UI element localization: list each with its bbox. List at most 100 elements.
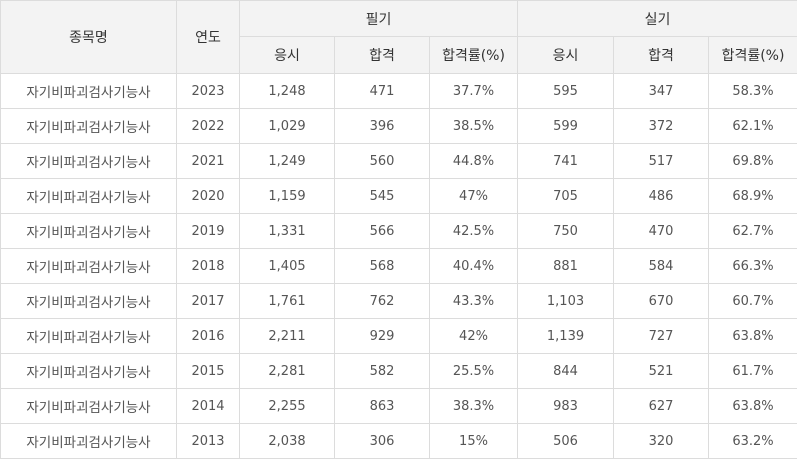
table-row: 자기비파괴검사기능사 2019 1,331 566 42.5% 750 470 62.7% — [0, 213, 797, 249]
header-written-rate: 합격률(%) — [429, 36, 518, 74]
cell-written-passed: 560 — [334, 143, 430, 179]
cell-written-rate: 43.3% — [429, 283, 518, 319]
table-row: 자기비파괴검사기능사 2016 2,211 929 42% 1,139 727 63.8% — [0, 318, 797, 354]
cell-practical-rate: 63.2% — [708, 423, 797, 459]
cell-name: 자기비파괴검사기능사 — [0, 213, 177, 249]
cell-practical-rate: 58.3% — [708, 73, 797, 109]
cell-practical-applicants: 599 — [517, 108, 614, 144]
cell-practical-passed: 517 — [613, 143, 709, 179]
cell-written-passed: 471 — [334, 73, 430, 109]
cell-written-rate: 42.5% — [429, 213, 518, 249]
cell-name: 자기비파괴검사기능사 — [0, 353, 177, 389]
cell-written-passed: 306 — [334, 423, 430, 459]
header-row-sub: 응시 합격 합격률(%) 응시 합격 합격률(%) — [1, 36, 797, 74]
table-row: 자기비파괴검사기능사 2014 2,255 863 38.3% 983 627 63.8% — [0, 388, 797, 424]
cell-written-rate: 42% — [429, 318, 518, 354]
cell-practical-applicants: 506 — [517, 423, 614, 459]
cell-practical-applicants: 881 — [517, 248, 614, 284]
cell-practical-rate: 63.8% — [708, 388, 797, 424]
cell-year: 2015 — [176, 353, 240, 389]
header-practical-passed: 합격 — [613, 36, 709, 74]
cell-written-rate: 38.5% — [429, 108, 518, 144]
table-row: 자기비파괴검사기능사 2021 1,249 560 44.8% 741 517 69.8% — [0, 143, 797, 179]
cell-practical-applicants: 705 — [517, 178, 614, 214]
cell-practical-passed: 727 — [613, 318, 709, 354]
table-header: 종목명 연도 필기 실기 응시 합격 합격률(%) 응시 합격 합격률(%) — [0, 0, 797, 74]
cell-year: 2021 — [176, 143, 240, 179]
cell-written-applicants: 2,211 — [239, 318, 335, 354]
cell-year: 2019 — [176, 213, 240, 249]
header-written-applicants: 응시 — [239, 36, 335, 74]
cell-name: 자기비파괴검사기능사 — [0, 248, 177, 284]
cell-name: 자기비파괴검사기능사 — [0, 388, 177, 424]
cell-written-rate: 37.7% — [429, 73, 518, 109]
cell-year: 2013 — [176, 423, 240, 459]
cell-practical-applicants: 1,103 — [517, 283, 614, 319]
cell-practical-applicants: 1,139 — [517, 318, 614, 354]
cell-written-passed: 566 — [334, 213, 430, 249]
header-row-groups: 종목명 연도 필기 실기 — [0, 0, 797, 74]
cell-written-applicants: 1,249 — [239, 143, 335, 179]
cell-name: 자기비파괴검사기능사 — [0, 423, 177, 459]
table-row: 자기비파괴검사기능사 2018 1,405 568 40.4% 881 584 66.3% — [0, 248, 797, 284]
cell-written-rate: 25.5% — [429, 353, 518, 389]
header-written-group: 필기 — [239, 0, 518, 37]
cell-practical-rate: 66.3% — [708, 248, 797, 284]
cell-practical-passed: 347 — [613, 73, 709, 109]
cell-year: 2023 — [176, 73, 240, 109]
cell-name: 자기비파괴검사기능사 — [0, 178, 177, 214]
cell-written-passed: 929 — [334, 318, 430, 354]
cell-written-passed: 582 — [334, 353, 430, 389]
cell-practical-passed: 521 — [613, 353, 709, 389]
cell-name: 자기비파괴검사기능사 — [0, 143, 177, 179]
cell-written-rate: 44.8% — [429, 143, 518, 179]
cell-name: 자기비파괴검사기능사 — [0, 283, 177, 319]
cell-practical-passed: 584 — [613, 248, 709, 284]
cell-written-applicants: 1,761 — [239, 283, 335, 319]
header-year: 연도 — [176, 0, 240, 74]
cell-practical-rate: 60.7% — [708, 283, 797, 319]
table-body: 자기비파괴검사기능사 2023 1,248 471 37.7% 595 347 58.3% 자기… — [0, 73, 797, 459]
cell-practical-passed: 670 — [613, 283, 709, 319]
header-practical-group: 실기 — [517, 0, 797, 37]
table-row: 자기비파괴검사기능사 2020 1,159 545 47% 705 486 68.9% — [0, 178, 797, 214]
cell-written-rate: 15% — [429, 423, 518, 459]
cell-written-rate: 47% — [429, 178, 518, 214]
cell-year: 2020 — [176, 178, 240, 214]
table-row: 자기비파괴검사기능사 2023 1,248 471 37.7% 595 347 58.3% — [0, 73, 797, 109]
cell-year: 2018 — [176, 248, 240, 284]
cell-name: 자기비파괴검사기능사 — [0, 73, 177, 109]
cell-practical-passed: 627 — [613, 388, 709, 424]
cell-practical-applicants: 983 — [517, 388, 614, 424]
cell-practical-passed: 372 — [613, 108, 709, 144]
cell-written-applicants: 2,281 — [239, 353, 335, 389]
cell-written-applicants: 2,038 — [239, 423, 335, 459]
cell-practical-rate: 62.7% — [708, 213, 797, 249]
cell-practical-rate: 61.7% — [708, 353, 797, 389]
cell-written-applicants: 1,029 — [239, 108, 335, 144]
table-row: 자기비파괴검사기능사 2015 2,281 582 25.5% 844 521 61.7% — [0, 353, 797, 389]
cell-name: 자기비파괴검사기능사 — [0, 108, 177, 144]
cell-practical-passed: 470 — [613, 213, 709, 249]
cell-practical-passed: 486 — [613, 178, 709, 214]
cell-written-applicants: 1,248 — [239, 73, 335, 109]
header-name: 종목명 — [0, 0, 177, 74]
cell-written-applicants: 1,331 — [239, 213, 335, 249]
cell-practical-rate: 62.1% — [708, 108, 797, 144]
cell-written-applicants: 1,159 — [239, 178, 335, 214]
table-row: 자기비파괴검사기능사 2017 1,761 762 43.3% 1,103 670 60.7% — [0, 283, 797, 319]
header-practical-applicants: 응시 — [517, 36, 614, 74]
cell-written-passed: 396 — [334, 108, 430, 144]
table-row: 자기비파괴검사기능사 2022 1,029 396 38.5% 599 372 62.1% — [0, 108, 797, 144]
table-row: 자기비파괴검사기능사 2013 2,038 306 15% 506 320 63.2% — [0, 423, 797, 459]
cell-written-passed: 863 — [334, 388, 430, 424]
header-written-passed: 합격 — [334, 36, 430, 74]
cell-written-passed: 545 — [334, 178, 430, 214]
cell-year: 2017 — [176, 283, 240, 319]
cell-written-passed: 568 — [334, 248, 430, 284]
cell-practical-applicants: 741 — [517, 143, 614, 179]
cell-practical-rate: 68.9% — [708, 178, 797, 214]
cell-practical-rate: 63.8% — [708, 318, 797, 354]
cell-written-applicants: 2,255 — [239, 388, 335, 424]
